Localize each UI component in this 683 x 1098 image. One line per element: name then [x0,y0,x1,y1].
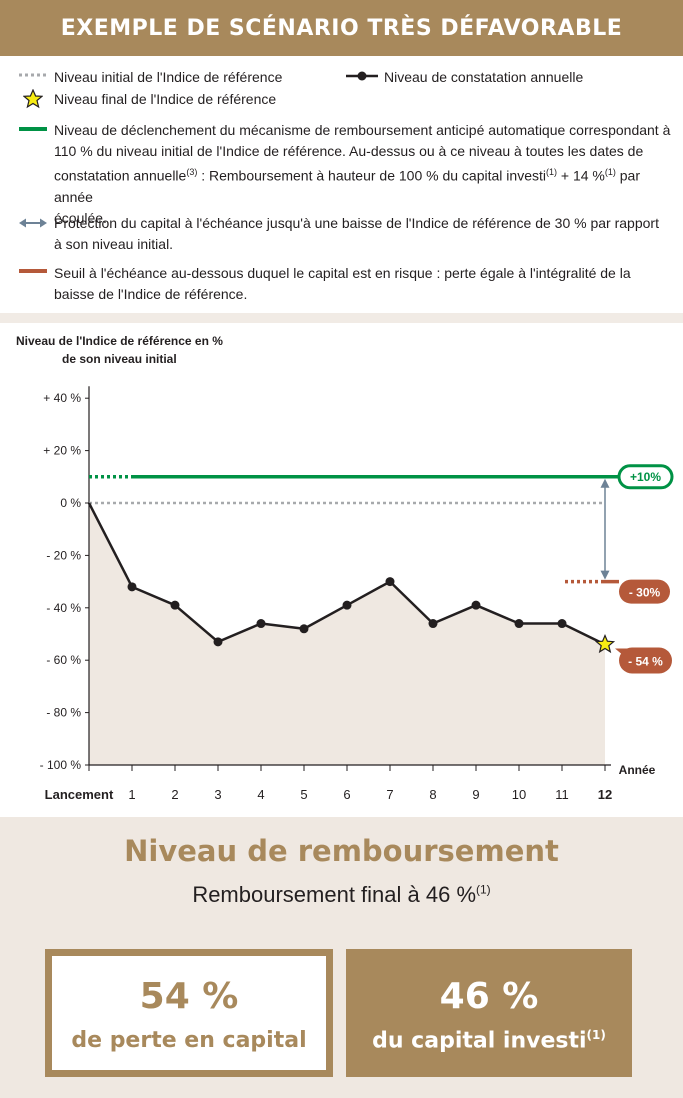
protection-arrow-down [600,570,610,580]
y-tick-label: + 40 % [43,391,81,405]
chart: + 40 % + 20 % 0 % - 20 % - 40 % - 60 % - 80 % -… [40,386,674,802]
y-tick-label: - 80 % [46,706,81,720]
legend-initial: Niveau initial de l'Indice de référence [54,69,283,85]
line-marker-icon [346,71,378,81]
legend-final: Niveau final de l'Indice de référence [54,91,277,107]
trigger-label: +10% [630,470,661,484]
return-box: 46 % du capital investi(1) [346,949,632,1077]
legend-trigger: Niveau de déclenchement du mécanisme de … [54,122,671,226]
final-level-star [594,633,616,654]
area-under-line [89,503,605,765]
y-tick-label: - 20 % [46,548,81,562]
data-point [213,637,223,647]
data-point [342,600,352,610]
y-tick-label: - 100 % [40,758,82,772]
data-point [428,619,438,629]
x-tick-label: 1 [128,787,135,802]
dotted-line-icon [19,73,47,77]
threshold-label-box [619,579,670,604]
trigger-label-box [617,464,674,490]
legend-annual: Niveau de constatation annuelle [384,69,584,85]
return-value: 46 % [439,976,539,1017]
data-point [514,619,524,629]
threshold-label: - 30% [629,586,661,600]
data-point [557,619,567,629]
data-point [170,600,180,610]
x-tick-label: 8 [429,787,436,802]
x-tick-label: 3 [214,787,221,802]
x-tick-label: 5 [300,787,307,802]
legend-protection: Protection du capital à l'échéance jusqu… [54,215,659,252]
x-tick-label: Lancement [45,787,114,802]
final-label: - 54 % [628,654,663,668]
header-banner: EXEMPLE DE SCÉNARIO TRÈS DÉFAVORABLE [0,0,683,56]
star-icon [23,89,43,109]
rust-line-icon [19,269,47,273]
loss-box: 54 % de perte en capital [45,949,333,1077]
x-tick-label: 12 [598,787,612,802]
x-tick-label: 6 [343,787,350,802]
data-point [127,582,137,592]
data-point [385,577,395,587]
section-divider [0,313,683,323]
x-tick-label: 7 [386,787,393,802]
final-label-box [619,647,672,674]
data-point [299,624,309,634]
y-axis-label-line1: Niveau de l'Indice de référence en % [16,334,223,348]
legend-threshold: Seuil à l'échéance au-dessous duquel le … [54,265,631,302]
loss-value: 54 % [139,976,239,1017]
x-tick-label: 9 [472,787,479,802]
x-tick-label: 11 [555,787,569,802]
data-point [471,600,481,610]
result-subtitle: Remboursement final à 46 %(1) [192,882,491,907]
y-tick-label: + 20 % [43,444,81,458]
x-tick-label: 2 [171,787,178,802]
return-label: du capital investi(1) [372,1028,606,1054]
x-tick-label: 10 [512,787,526,802]
green-line-icon [19,127,47,131]
data-point [256,619,266,629]
loss-label: de perte en capital [71,1028,307,1053]
x-tick-label: 4 [257,787,264,802]
protection-arrow-up [600,478,610,488]
double-arrow-icon [19,218,47,228]
y-tick-label: 0 % [60,496,81,510]
x-axis-title: Année [619,763,656,777]
y-tick-label: - 40 % [46,601,81,615]
y-axis-label-line2: de son niveau initial [62,352,177,366]
result-title: Niveau de remboursement [124,834,559,868]
y-tick-label: - 60 % [46,653,81,667]
page-title: EXEMPLE DE SCÉNARIO TRÈS DÉFAVORABLE [60,15,623,41]
